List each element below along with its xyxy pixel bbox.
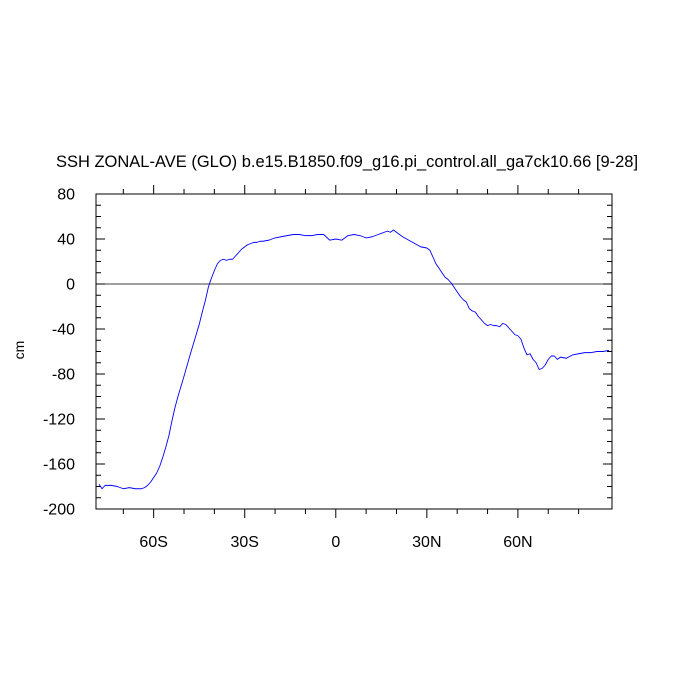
x-tick-label: 30N bbox=[412, 534, 441, 551]
y-tick-label: 0 bbox=[66, 277, 75, 294]
y-axis-label: cm bbox=[11, 341, 27, 360]
x-tick-label: 0 bbox=[331, 534, 340, 551]
y-tick-label: 40 bbox=[57, 232, 75, 249]
tick-labels: 80 40 0 -40 -80 -120 -160 -200 60S 30S 0 30N 60N bbox=[43, 187, 533, 552]
y-tick-label: -40 bbox=[52, 322, 75, 339]
ssh-series-line bbox=[98, 229, 610, 490]
x-tick-label: 60S bbox=[139, 534, 167, 551]
x-tick-label: 60N bbox=[503, 534, 532, 551]
y-tick-label: 80 bbox=[57, 187, 75, 204]
y-tick-label: -160 bbox=[43, 457, 75, 474]
x-tick-label: 30S bbox=[230, 534, 258, 551]
chart-title: SSH ZONAL-AVE (GLO) b.e15.B1850.f09_g16.… bbox=[56, 153, 638, 171]
y-tick-label: -80 bbox=[52, 367, 75, 384]
plot-frame bbox=[95, 193, 613, 510]
y-tick-label: -120 bbox=[43, 412, 75, 429]
y-tick-label: -200 bbox=[43, 502, 75, 519]
series-layer bbox=[98, 229, 610, 490]
